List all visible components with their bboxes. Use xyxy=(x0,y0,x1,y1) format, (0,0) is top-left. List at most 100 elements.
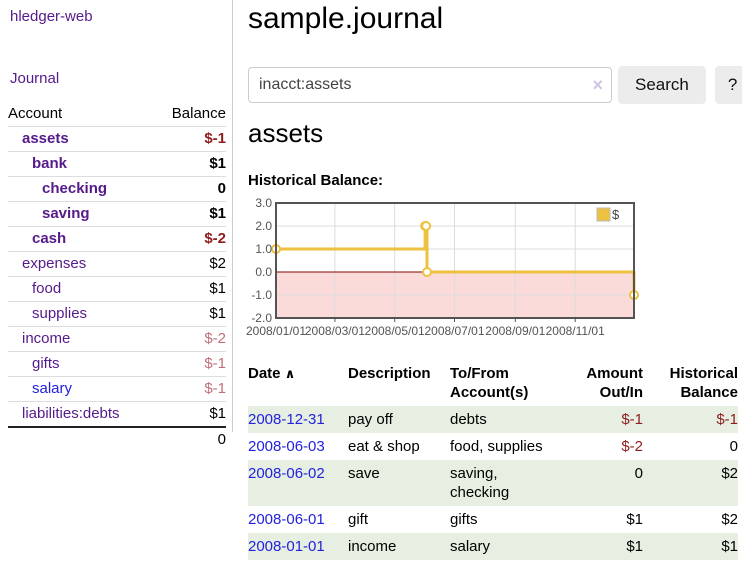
search-box: × xyxy=(248,67,612,103)
svg-text:2008/11/01: 2008/11/01 xyxy=(546,324,605,338)
chart-axis-ticks xyxy=(334,318,576,322)
description-column-header: Description xyxy=(348,365,431,382)
account-heading: assets xyxy=(248,118,324,148)
account-link[interactable]: saving xyxy=(42,205,90,222)
account-link[interactable]: checking xyxy=(42,180,108,197)
account-balance: $1 xyxy=(209,305,226,322)
register-row: 2008-12-31 pay off debts $-1 $-1 xyxy=(248,406,738,433)
svg-text:-1.0: -1.0 xyxy=(251,288,272,302)
transaction-amount: 0 xyxy=(634,465,643,482)
transaction-accounts: debts xyxy=(450,411,487,428)
account-link[interactable]: liabilities:debts xyxy=(22,405,120,422)
account-link[interactable]: bank xyxy=(32,155,68,172)
transaction-balance: $-1 xyxy=(716,411,738,428)
account-link[interactable]: food xyxy=(32,280,62,297)
account-row-assets: assets $-1 xyxy=(8,126,226,151)
sidebar-divider xyxy=(232,0,233,432)
transaction-accounts: gifts xyxy=(450,511,478,528)
transaction-description: pay off xyxy=(348,411,393,428)
account-link[interactable]: expenses xyxy=(22,255,87,272)
transaction-date-link[interactable]: 2008-06-01 xyxy=(248,511,325,528)
transaction-accounts: salary xyxy=(450,538,491,555)
chart-y-axis-labels: 3.0 2.0 1.0 0.0 -1.0 -2.0 xyxy=(251,196,272,325)
transaction-date-link[interactable]: 2008-06-03 xyxy=(248,438,325,455)
svg-text:2008/05/01: 2008/05/01 xyxy=(365,324,425,338)
search-button[interactable]: Search xyxy=(618,66,706,104)
account-row-food: food $1 xyxy=(8,276,226,301)
svg-text:-2.0: -2.0 xyxy=(251,311,272,325)
page-title: sample.journal xyxy=(248,2,444,35)
search-input[interactable] xyxy=(248,67,612,103)
date-header-label: Date xyxy=(248,365,281,382)
transaction-balance: $2 xyxy=(721,511,738,528)
account-balance: $-2 xyxy=(204,330,226,347)
chart-x-axis-labels: 2008/01/01 2008/03/01 2008/05/01 2008/07… xyxy=(246,324,605,338)
accounts-total-row: 0 xyxy=(8,426,226,452)
transaction-accounts: saving, checking xyxy=(450,465,510,501)
accounts-table: Account Balance assets $-1 bank $1 check… xyxy=(8,102,226,452)
chart-data-point xyxy=(422,267,432,277)
register-row: 2008-06-02 save saving, checking 0 $2 xyxy=(248,460,738,506)
account-link[interactable]: salary xyxy=(32,380,73,397)
app-title-link[interactable]: hledger-web xyxy=(10,8,93,25)
account-balance: $1 xyxy=(209,405,226,422)
amount-column-header: Amount Out/In xyxy=(586,365,643,401)
chart-series xyxy=(271,221,639,300)
transaction-accounts: food, supplies xyxy=(450,438,543,455)
chart-canvas: $ 3.0 2.0 1.0 0.0 -1.0 -2.0 2008/01/01 2… xyxy=(246,196,639,338)
accounts-table-header: Account Balance xyxy=(8,102,226,126)
svg-text:2008/07/01: 2008/07/01 xyxy=(424,324,484,338)
account-balance: $-2 xyxy=(204,230,226,247)
account-column-header: Account xyxy=(8,105,63,122)
balance-column-header: Balance xyxy=(171,105,226,122)
transaction-date-link[interactable]: 2008-01-01 xyxy=(248,538,325,555)
account-link[interactable]: gifts xyxy=(32,355,60,372)
account-row-liabilities-debts: liabilities:debts $1 xyxy=(8,401,226,426)
account-row-cash: cash $-2 xyxy=(8,226,226,251)
account-row-income: income $-2 xyxy=(8,326,226,351)
account-link[interactable]: income xyxy=(22,330,71,347)
svg-text:2.0: 2.0 xyxy=(255,219,272,233)
historical-balance-chart: $ 3.0 2.0 1.0 0.0 -1.0 -2.0 2008/01/01 2… xyxy=(246,196,646,342)
historical-balance-label: Historical Balance: xyxy=(248,172,384,189)
transaction-amount: $-1 xyxy=(621,411,643,428)
transaction-amount: $-2 xyxy=(621,438,643,455)
register-row: 2008-01-01 income salary $1 $1 xyxy=(248,533,738,560)
account-balance: $1 xyxy=(209,205,226,222)
chart-legend: $ xyxy=(596,207,620,222)
transaction-balance: 0 xyxy=(729,438,738,455)
sort-ascending-icon: ∧ xyxy=(284,366,296,381)
account-link[interactable]: cash xyxy=(32,230,67,247)
account-link[interactable]: supplies xyxy=(32,305,88,322)
transaction-amount: $1 xyxy=(626,538,643,555)
legend-swatch xyxy=(596,207,611,222)
transaction-amount: $1 xyxy=(626,511,643,528)
account-balance: $-1 xyxy=(204,130,226,147)
chart-gridlines xyxy=(276,203,634,318)
account-row-saving: saving $1 xyxy=(8,201,226,226)
register-header-row: Date ∧ Description To/From Account(s) Am… xyxy=(248,362,738,406)
help-button[interactable]: ? xyxy=(714,66,742,104)
account-row-expenses: expenses $2 xyxy=(8,251,226,276)
svg-text:2008/09/01: 2008/09/01 xyxy=(485,324,545,338)
transaction-date-link[interactable]: 2008-12-31 xyxy=(248,411,325,428)
transaction-date-link[interactable]: 2008-06-02 xyxy=(248,465,325,482)
register-row: 2008-06-03 eat & shop food, supplies $-2… xyxy=(248,433,738,460)
transaction-balance: $1 xyxy=(721,538,738,555)
account-balance: $1 xyxy=(209,155,226,172)
svg-text:1.0: 1.0 xyxy=(255,242,272,256)
svg-text:2008/01/01: 2008/01/01 xyxy=(246,324,306,338)
account-balance: $-1 xyxy=(204,380,226,397)
account-balance: 0 xyxy=(217,180,226,197)
register-row: 2008-06-01 gift gifts $1 $2 xyxy=(248,506,738,533)
account-row-bank: bank $1 xyxy=(8,151,226,176)
date-column-header[interactable]: Date ∧ xyxy=(248,362,348,406)
sidebar-item-journal[interactable]: Journal xyxy=(10,70,60,87)
register-table: Date ∧ Description To/From Account(s) Am… xyxy=(248,362,738,560)
account-row-checking: checking 0 xyxy=(8,176,226,201)
clear-search-icon[interactable]: × xyxy=(592,75,603,95)
chart-data-point xyxy=(421,221,432,231)
account-link[interactable]: assets xyxy=(22,130,69,147)
balance-column-header: Historical Balance xyxy=(669,365,738,401)
transaction-description: save xyxy=(348,465,380,482)
